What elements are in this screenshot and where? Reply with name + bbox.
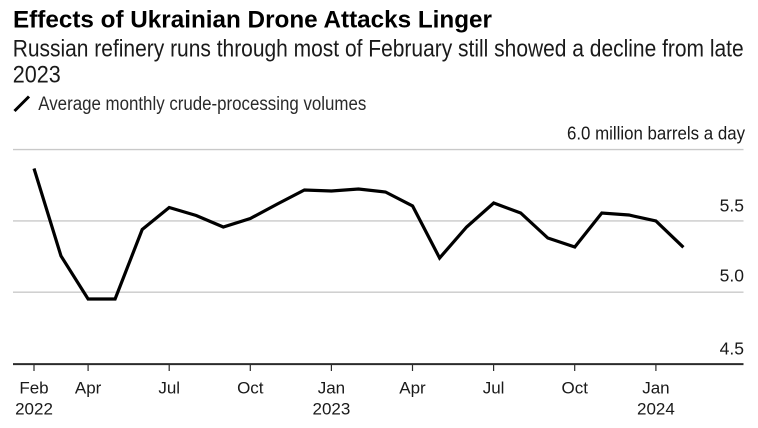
svg-text:6.0 million barrels a day: 6.0 million barrels a day [567, 123, 746, 144]
svg-text:Russian refinery runs through: Russian refinery runs through most of Fe… [13, 36, 744, 63]
svg-text:2022: 2022 [15, 400, 53, 419]
svg-text:5.0: 5.0 [720, 266, 745, 286]
svg-text:4.5: 4.5 [720, 338, 744, 358]
svg-text:Jan: Jan [642, 379, 669, 398]
svg-text:2024: 2024 [637, 400, 675, 419]
svg-text:2023: 2023 [312, 400, 350, 419]
svg-text:2023: 2023 [13, 61, 61, 88]
svg-text:5.5: 5.5 [720, 195, 744, 215]
svg-text:Oct: Oct [237, 379, 264, 398]
svg-text:Apr: Apr [399, 379, 426, 398]
svg-text:Feb: Feb [19, 379, 48, 398]
svg-text:Jul: Jul [158, 379, 180, 398]
svg-text:Average monthly crude-processi: Average monthly crude-processing volumes [38, 94, 366, 115]
svg-text:Jan: Jan [318, 379, 345, 398]
svg-text:Oct: Oct [561, 379, 588, 398]
svg-text:Apr: Apr [75, 379, 102, 398]
svg-text:Effects of Ukrainian Drone Att: Effects of Ukrainian Drone Attacks Linge… [13, 7, 492, 34]
svg-text:Jul: Jul [483, 379, 505, 398]
